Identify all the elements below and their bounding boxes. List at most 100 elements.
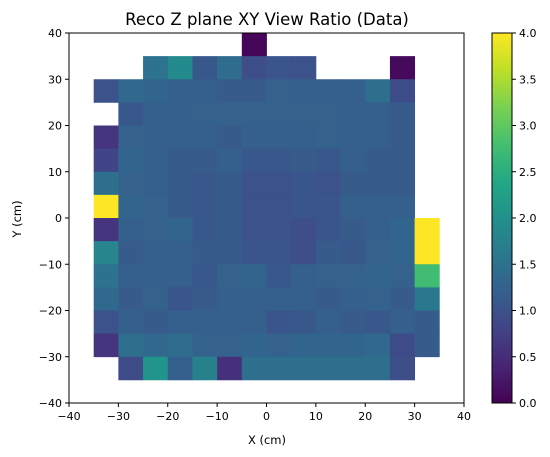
heatmap-cell (266, 310, 292, 335)
heatmap-cell (315, 241, 341, 265)
heatmap-cell (291, 218, 317, 242)
heatmap-cell (143, 102, 169, 126)
heatmap-cell (93, 125, 119, 150)
heatmap-cell (266, 171, 292, 196)
colorbar-tick-label: 3.0 (519, 120, 537, 133)
heatmap-cell (241, 171, 267, 196)
heatmap-cell (241, 264, 267, 288)
heatmap-cell (389, 102, 416, 126)
heatmap-cell (167, 356, 193, 381)
heatmap-cell (217, 102, 243, 126)
heatmap-cell (315, 310, 341, 335)
x-tick-label: −10 (206, 410, 229, 423)
heatmap-cell (241, 56, 267, 80)
colorbar-tick-label: 1.5 (519, 258, 537, 271)
heatmap-cell (365, 171, 391, 196)
x-tick-label: 20 (358, 410, 372, 423)
y-tick-label: 10 (48, 166, 62, 179)
heatmap-cell (192, 79, 218, 103)
x-tick-label: 40 (457, 410, 471, 423)
heatmap-cell (143, 194, 169, 219)
heatmap-cell (118, 310, 144, 335)
heatmap-cell (143, 218, 169, 242)
heatmap-cell (315, 148, 341, 173)
heatmap-cell (143, 310, 169, 335)
heatmap-cell (192, 310, 218, 335)
heatmap-cell (118, 79, 144, 103)
heatmap-cell (291, 333, 317, 358)
heatmap-cell (291, 102, 317, 126)
heatmap-cell (266, 125, 292, 150)
heatmap-cell (365, 241, 391, 265)
y-tick-label: −20 (39, 305, 62, 318)
heatmap-cell (340, 79, 366, 103)
heatmap-cell (118, 333, 144, 358)
heatmap-cell (414, 241, 440, 265)
heatmap-cell (365, 148, 391, 173)
heatmap-cell (143, 56, 169, 80)
heatmap-cell (340, 148, 366, 173)
colorbar-tick-label: 2.5 (519, 166, 537, 179)
heatmap-cell (192, 333, 218, 358)
heatmap-cell (143, 333, 169, 358)
heatmap-cell (315, 356, 341, 381)
heatmap-cell (315, 264, 341, 288)
heatmap-cell (266, 102, 292, 126)
heatmap-cell (340, 102, 366, 126)
heatmap-cell (365, 79, 391, 103)
x-axis: −40 −30 −20 −10 0 10 20 30 40 (57, 403, 471, 423)
heatmap-cell (167, 218, 193, 242)
heatmap-cell (414, 333, 440, 358)
heatmap-cell (389, 356, 416, 381)
heatmap-cell (167, 333, 193, 358)
heatmap-cell (315, 102, 341, 126)
x-tick-label: −20 (156, 410, 179, 423)
heatmap-cell (93, 194, 119, 219)
heatmap-cell (217, 171, 243, 196)
heatmap-cell (143, 356, 169, 381)
heatmap-cell (365, 287, 391, 311)
heatmap-cell (118, 241, 144, 265)
y-tick-label: −30 (39, 351, 62, 364)
heatmap-cell (315, 218, 341, 242)
heatmap-cell (167, 310, 193, 335)
heatmap-cell (217, 264, 243, 288)
heatmap-cell (241, 218, 267, 242)
y-tick-label: −40 (39, 397, 62, 410)
heatmap-cell (241, 102, 267, 126)
heatmap-cell (291, 241, 317, 265)
heatmap-cell (93, 241, 119, 265)
heatmap-cell (167, 79, 193, 103)
heatmap-cell (192, 56, 218, 80)
heatmap-cell (389, 171, 416, 196)
y-tick-label: 0 (55, 212, 62, 225)
heatmap-cell (167, 264, 193, 288)
heatmap-cell (241, 33, 267, 57)
heatmap-cell (365, 102, 391, 126)
heatmap-cell (315, 287, 341, 311)
heatmap-cell (167, 56, 193, 80)
heatmap-cell (118, 218, 144, 242)
heatmap-cell (192, 356, 218, 381)
heatmap-cell (389, 148, 416, 173)
heatmap-cell (217, 194, 243, 219)
heatmap-cell (389, 56, 416, 80)
heatmap-cell (217, 79, 243, 103)
heatmap-cell (389, 287, 416, 311)
y-axis-label: Y (cm) (10, 200, 24, 238)
heatmap-cell (266, 264, 292, 288)
heatmap-cell (340, 241, 366, 265)
heatmap-cell (340, 287, 366, 311)
colorbar-tick-label: 0.5 (519, 351, 537, 364)
colorbar-tick-label: 4.0 (519, 27, 537, 40)
y-tick-label: −10 (39, 258, 62, 271)
heatmap-cell (291, 79, 317, 103)
heatmap-cell (192, 241, 218, 265)
x-tick-label: −30 (107, 410, 130, 423)
heatmap-cell (414, 310, 440, 335)
heatmap-cell (192, 218, 218, 242)
heatmap-cell (340, 333, 366, 358)
heatmap-cell (217, 148, 243, 173)
heatmap-cell (365, 218, 391, 242)
heatmap-cell (241, 287, 267, 311)
